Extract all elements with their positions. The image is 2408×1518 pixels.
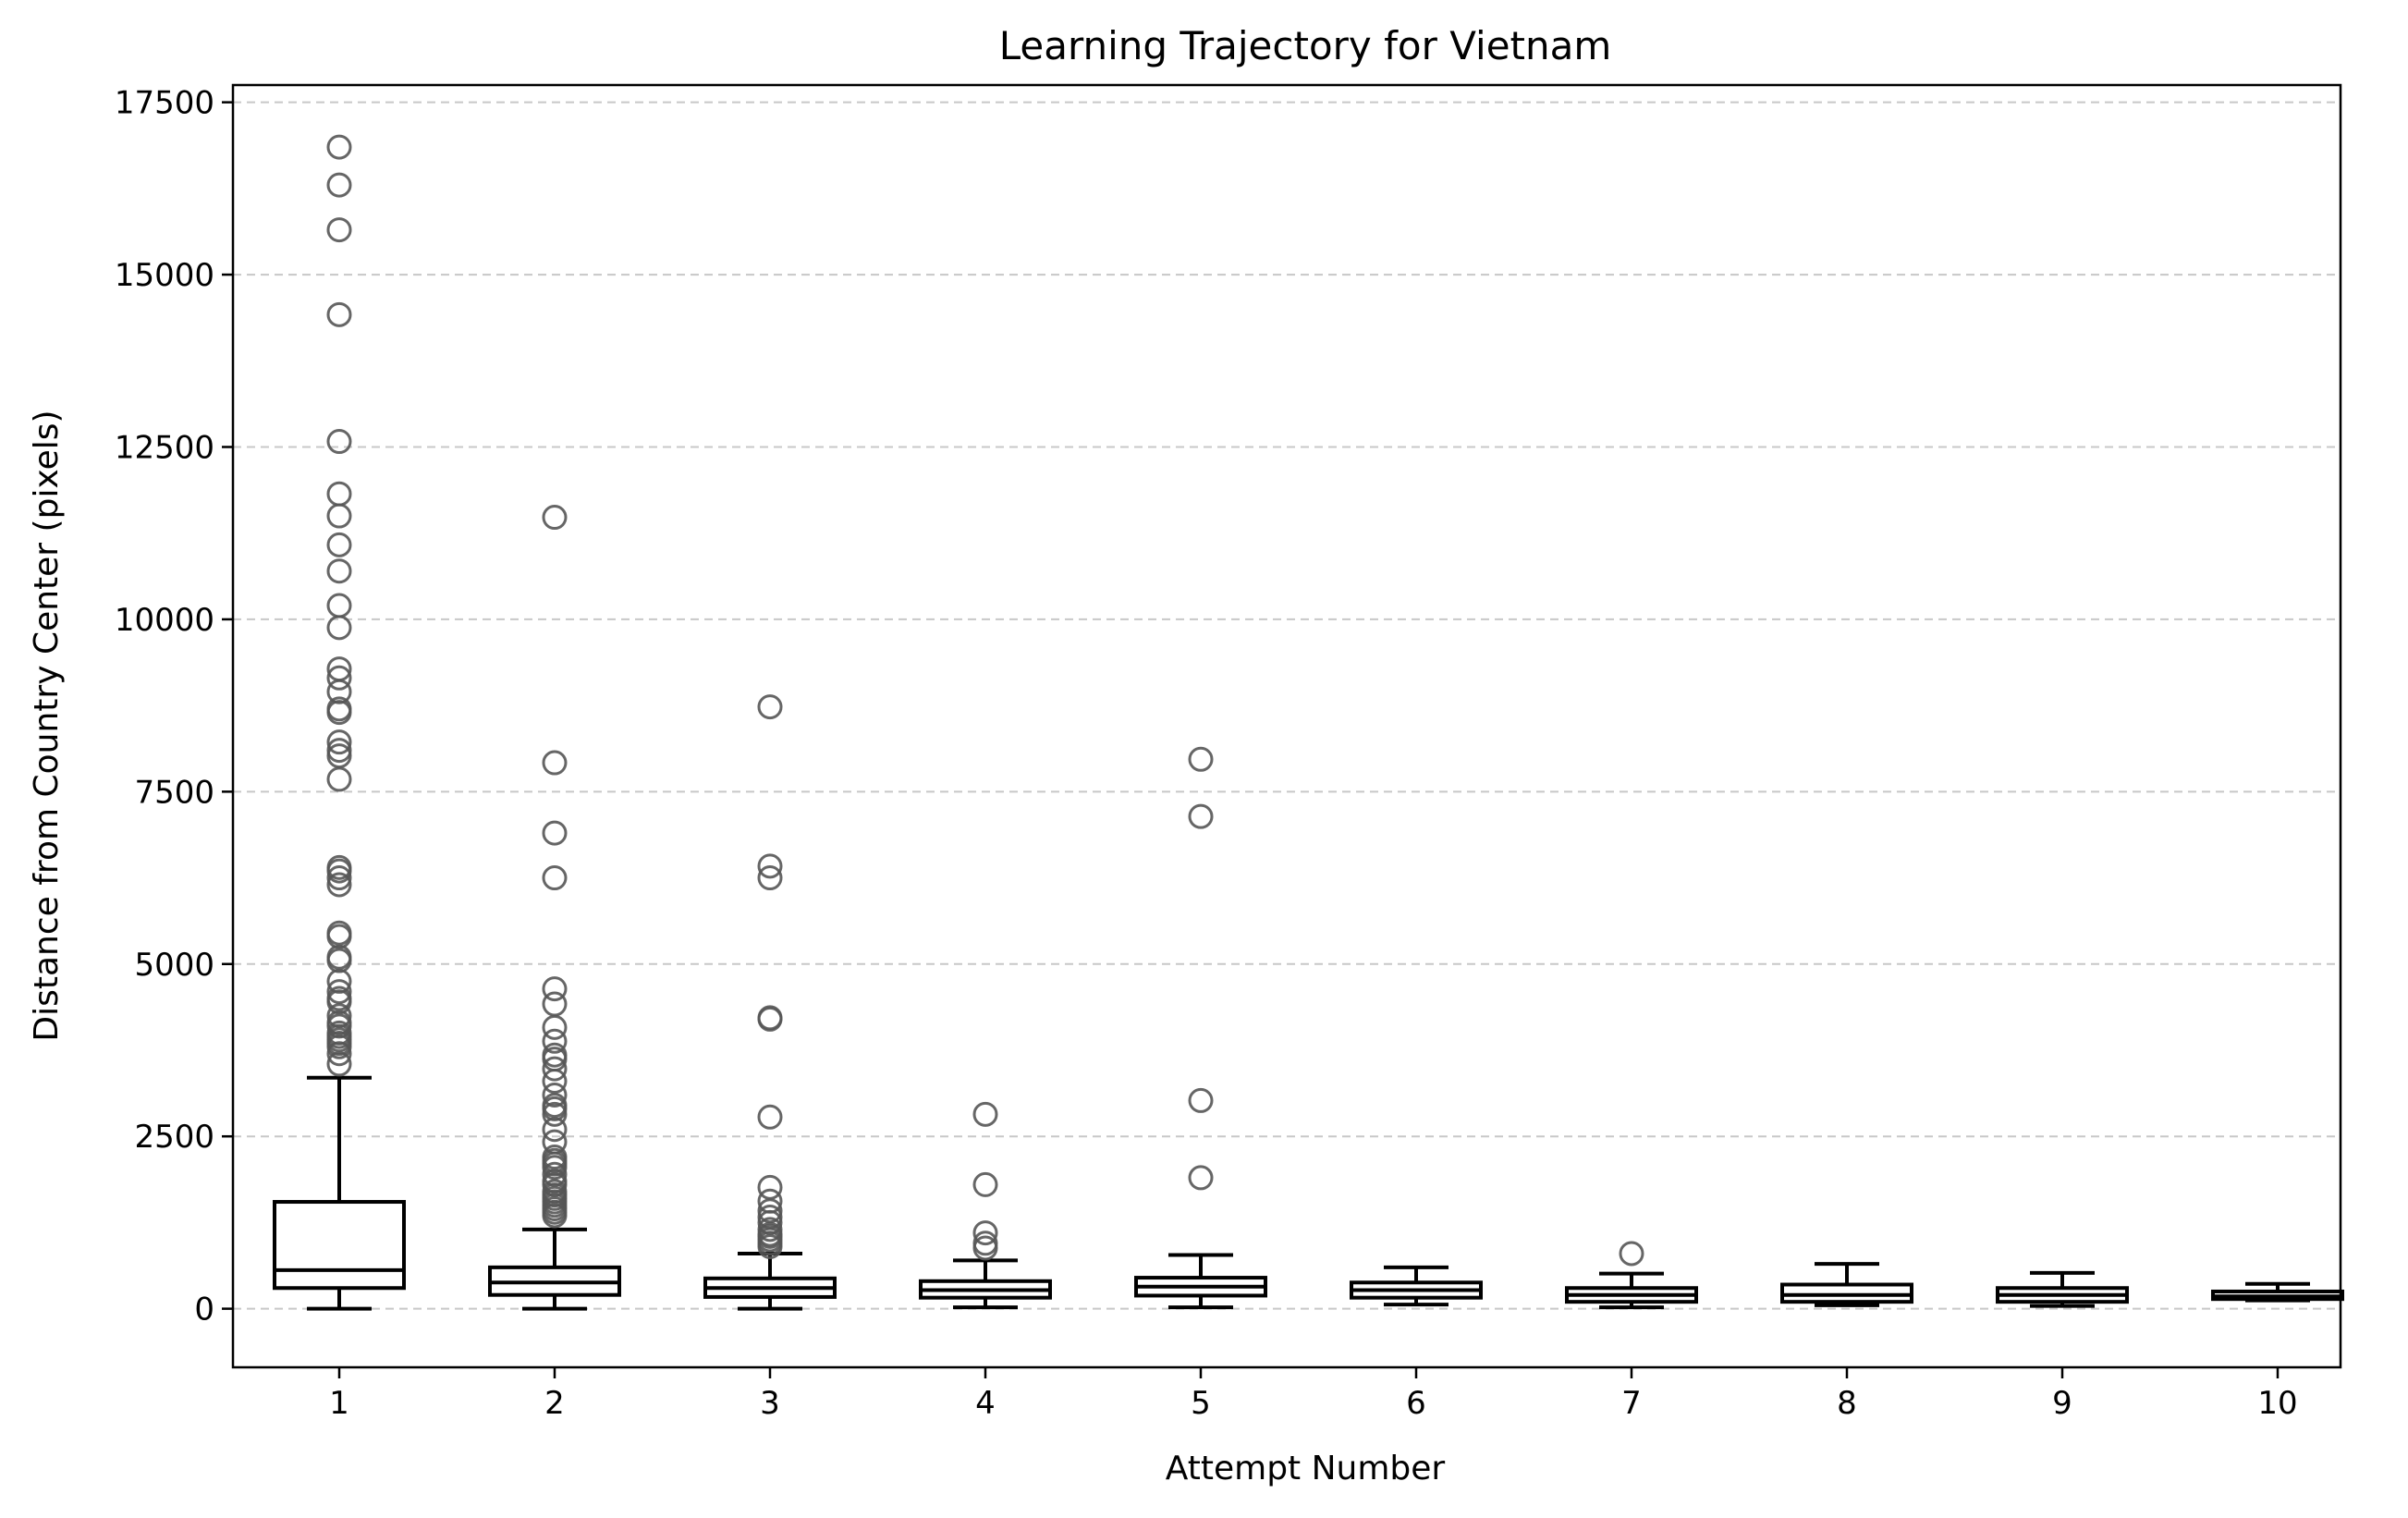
outlier-point: [542, 1101, 568, 1127]
outlier-point: [326, 700, 352, 726]
outlier-point: [326, 948, 352, 973]
outlier-point: [326, 729, 352, 755]
outlier-point: [326, 1034, 352, 1059]
x-tick-label: 4: [975, 1385, 996, 1422]
x-tick-label: 6: [1406, 1385, 1426, 1422]
x-tick-label: 3: [760, 1385, 780, 1422]
y-tick-label: 0: [194, 1292, 214, 1328]
outlier-point: [542, 865, 568, 891]
box-group-4: [919, 1101, 1052, 1310]
box-group-1: [273, 134, 406, 1311]
outlier-point: [326, 665, 352, 691]
box-iqr: [273, 1200, 406, 1291]
box-group-6: [1350, 1265, 1483, 1307]
outlier-point: [757, 865, 783, 891]
outlier-point: [326, 872, 352, 898]
outlier-point: [326, 924, 352, 949]
outlier-point: [542, 1161, 568, 1187]
outlier-point: [326, 558, 352, 584]
outlier-point: [757, 1234, 783, 1260]
outlier-point: [326, 532, 352, 557]
outlier-point: [326, 1013, 352, 1039]
box-group-5: [1134, 746, 1267, 1310]
box-group-10: [2211, 1281, 2344, 1303]
y-tick-label: 12500: [115, 429, 214, 466]
y-tick-label: 7500: [134, 774, 214, 811]
outlier-point: [542, 1028, 568, 1054]
y-axis-label: Distance from Country Center (pixels): [28, 410, 66, 1041]
outlier-point: [542, 1155, 568, 1181]
x-tick-label: 2: [544, 1385, 565, 1422]
y-tick-label: 10000: [115, 602, 214, 639]
box-group-7: [1565, 1241, 1698, 1310]
outlier-point: [972, 1220, 998, 1246]
y-tick-label: 5000: [134, 947, 214, 984]
outlier-point: [757, 1006, 783, 1032]
outlier-point: [326, 301, 352, 327]
outlier-point: [757, 853, 783, 879]
outlier-point: [972, 1101, 998, 1127]
x-tick-label: 8: [1837, 1385, 1857, 1422]
box-group-9: [1996, 1270, 2129, 1308]
outlier-point: [326, 865, 352, 891]
outlier-point: [542, 1117, 568, 1143]
x-tick-label: 7: [1621, 1385, 1642, 1422]
y-tick-label: 2500: [134, 1119, 214, 1156]
outlier-point: [326, 134, 352, 160]
outlier-point: [326, 766, 352, 792]
x-tick-label: 9: [2052, 1385, 2072, 1422]
outlier-point: [326, 989, 352, 1015]
outlier-point: [542, 1069, 568, 1095]
y-tick-label: 15000: [115, 257, 214, 294]
plot-frame: [231, 83, 2342, 1369]
outlier-point: [542, 820, 568, 846]
outlier-point: [326, 615, 352, 641]
x-axis-label: Attempt Number: [1166, 1450, 1446, 1487]
outlier-point: [326, 503, 352, 529]
outlier-point: [326, 979, 352, 1005]
outlier-point: [326, 858, 352, 884]
outlier-point: [757, 1104, 783, 1130]
outlier-point: [326, 1003, 352, 1029]
outlier-point: [326, 217, 352, 243]
box-group-8: [1780, 1262, 1913, 1307]
outlier-point: [1188, 746, 1214, 772]
x-tick-label: 10: [2257, 1385, 2297, 1422]
outlier-point: [757, 1209, 783, 1235]
outlier-point: [542, 505, 568, 531]
outlier-point: [542, 1171, 568, 1197]
box-group-3: [703, 694, 837, 1311]
outlier-point: [972, 1235, 998, 1261]
outlier-point: [757, 694, 783, 720]
y-tick-label: 17500: [115, 85, 214, 122]
box-series: [273, 134, 2344, 1311]
outlier-point: [326, 1051, 352, 1077]
outlier-point: [1188, 1087, 1214, 1113]
y-axis-ticks: 0 2500 5000 7500 10000 12500 15000 17500: [115, 85, 233, 1328]
outlier-point: [542, 750, 568, 776]
x-tick-label: 5: [1191, 1385, 1211, 1422]
outlier-point: [326, 429, 352, 455]
outlier-point: [1188, 803, 1214, 829]
outlier-point: [326, 679, 352, 704]
outlier-point: [1188, 1165, 1214, 1191]
chart-title: Learning Trajectory for Vietnam: [999, 23, 1612, 68]
outlier-point: [542, 976, 568, 1002]
outlier-point: [972, 1171, 998, 1197]
outlier-point: [542, 1082, 568, 1108]
box-group-2: [488, 505, 621, 1311]
outlier-point: [542, 1014, 568, 1040]
x-axis-ticks: 1 2 3 4 5 6 7 8 9 10: [329, 1367, 2298, 1422]
outlier-point: [326, 172, 352, 198]
outlier-point: [1619, 1241, 1644, 1267]
outlier-point: [326, 968, 352, 994]
outlier-point: [542, 1056, 568, 1082]
outlier-point: [542, 1203, 568, 1229]
x-tick-label: 1: [329, 1385, 349, 1422]
outlier-point: [326, 1041, 352, 1067]
